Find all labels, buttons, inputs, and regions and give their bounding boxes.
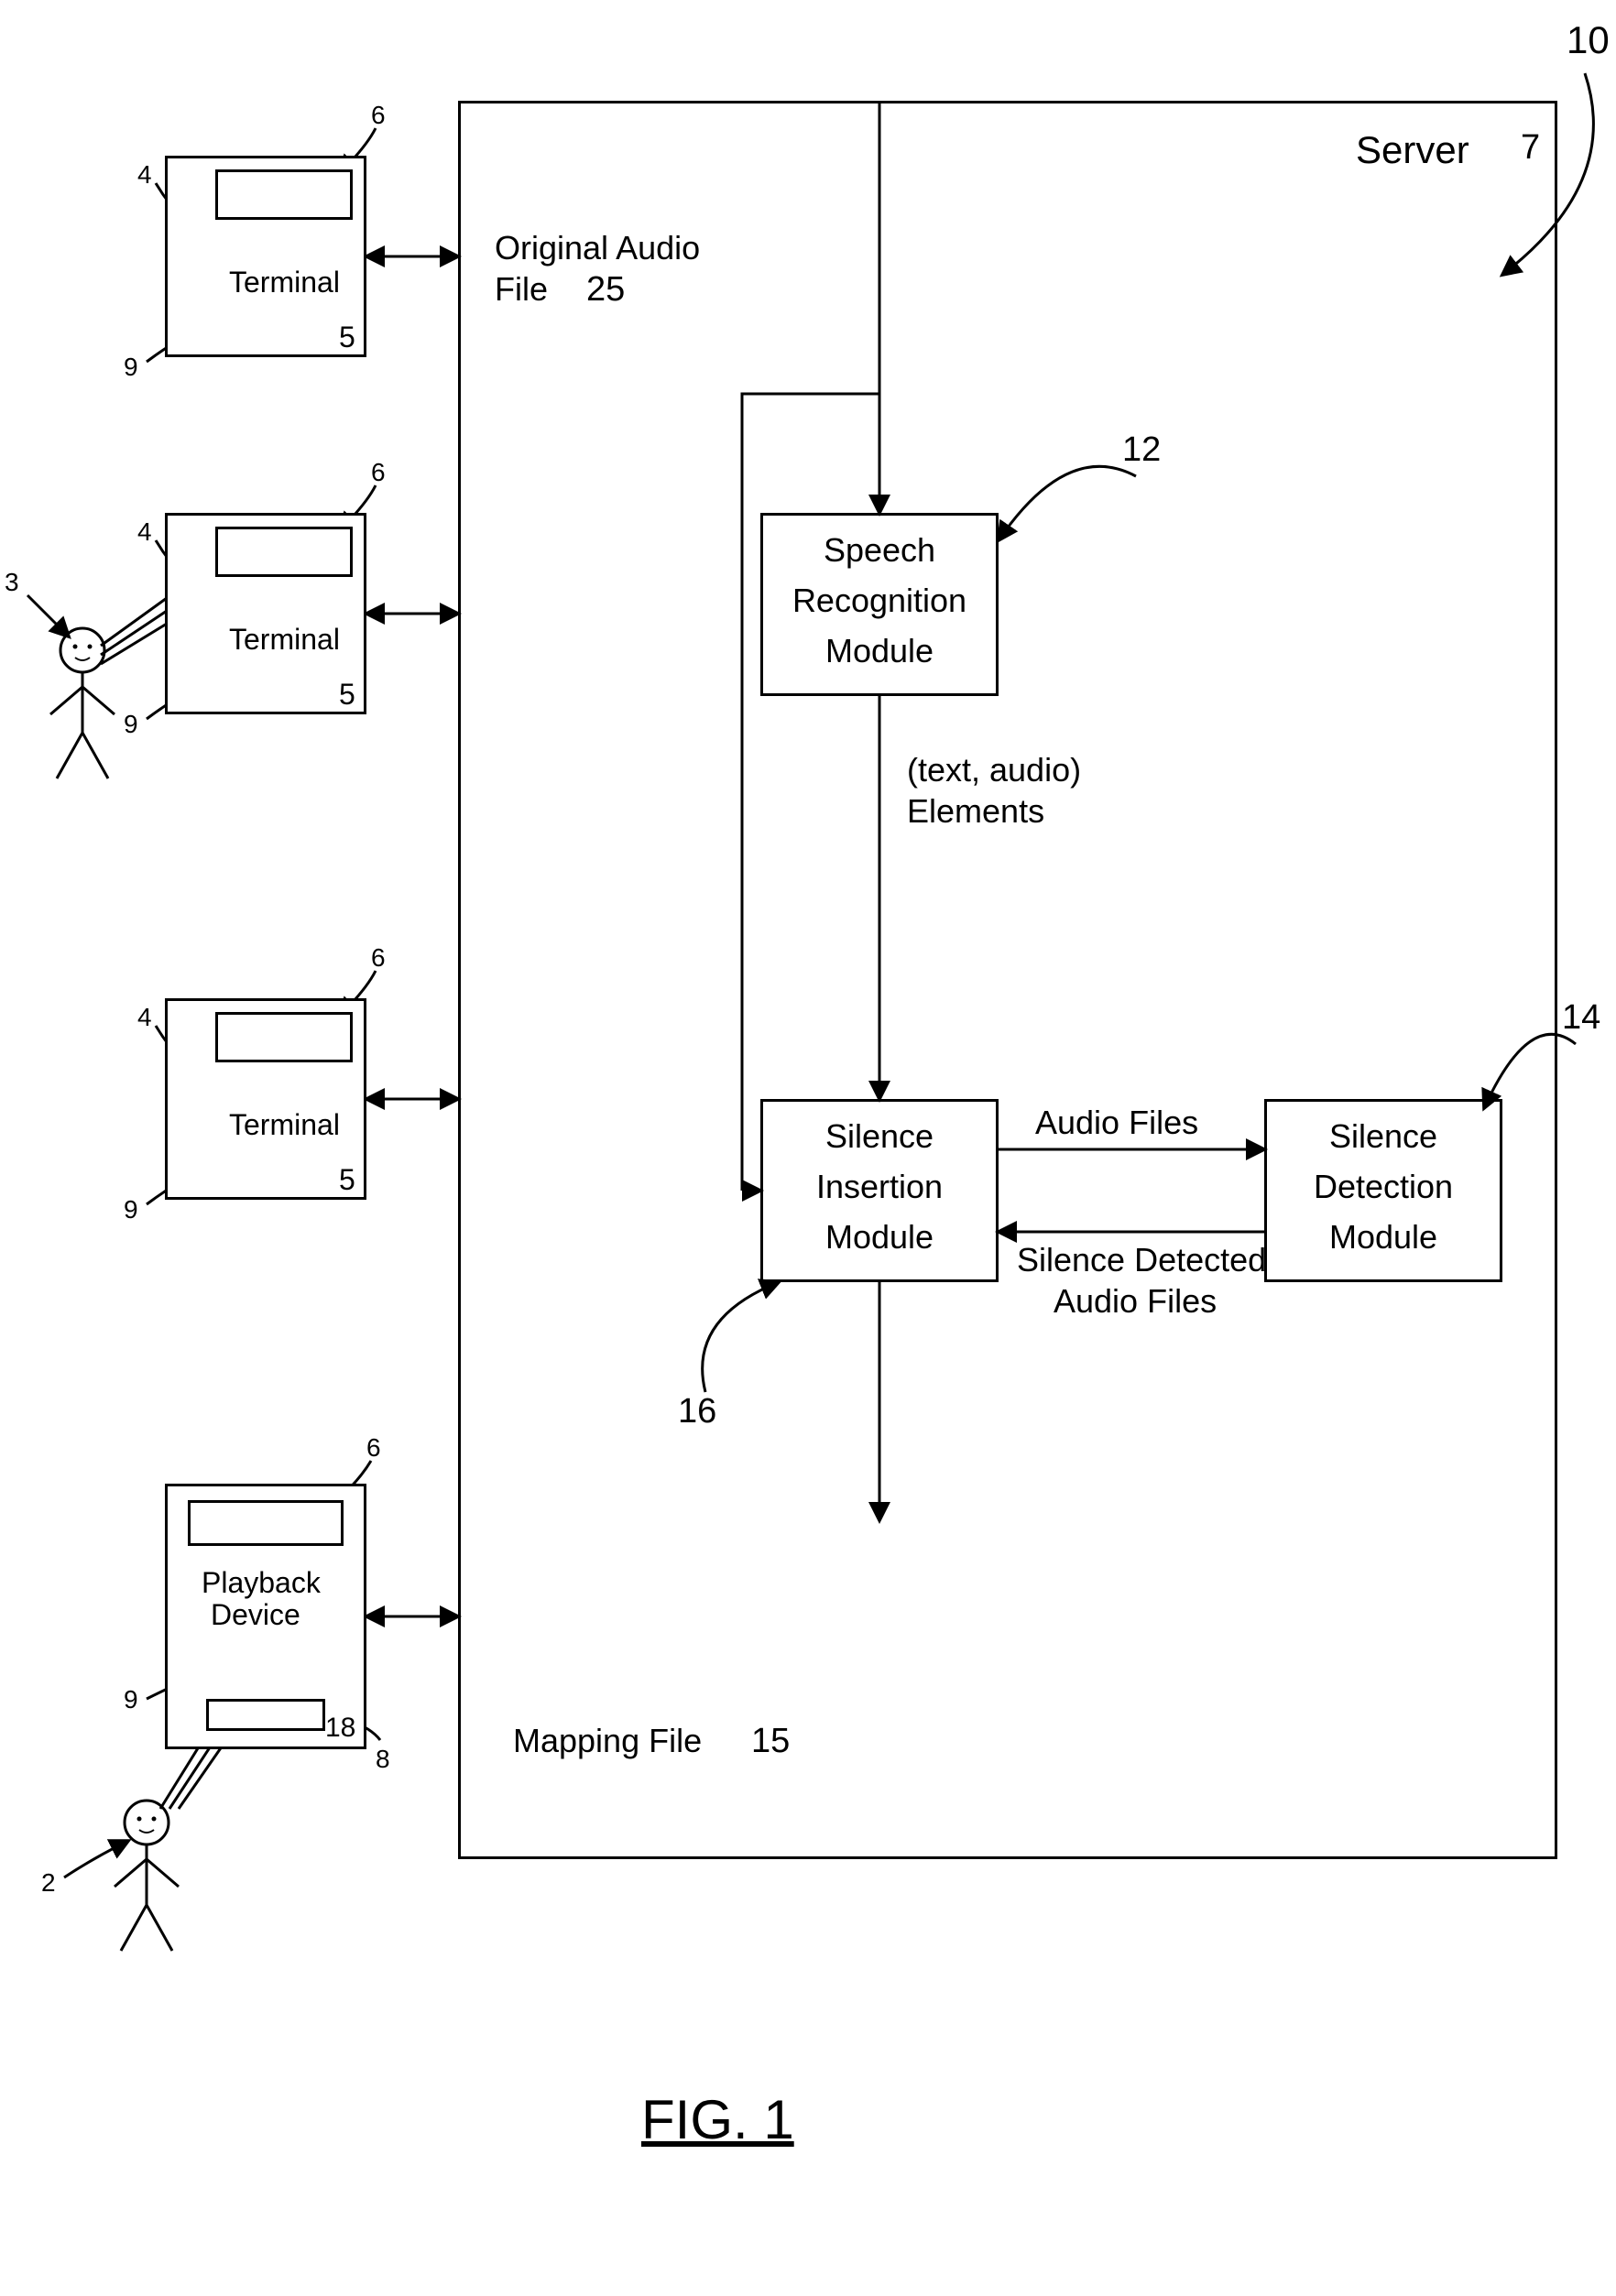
t2-ref6: 6 (371, 458, 386, 487)
mapping-file-ref: 15 (751, 1722, 790, 1761)
orig-audio-l1: Original Audio (495, 229, 700, 267)
orig-audio-ref: 25 (586, 270, 625, 310)
pb-ref8: 8 (376, 1745, 390, 1774)
terminal-screen-3 (215, 1012, 353, 1062)
playback-l2: Device (211, 1598, 300, 1632)
orig-audio-l2: File (495, 270, 548, 309)
ta-l1: (text, audio) (907, 751, 1081, 789)
terminal-label-2: Terminal (229, 623, 340, 657)
figure-label: FIG. 1 (641, 2088, 794, 2151)
user-3-figure (50, 628, 115, 778)
t1-ref4: 4 (137, 160, 152, 190)
terminal-screen-1 (215, 169, 353, 220)
terminal-ref5-2: 5 (339, 678, 355, 712)
terminal-ref5-3: 5 (339, 1163, 355, 1197)
sd-l1: Silence Detected (1017, 1241, 1266, 1279)
t2-ref4: 4 (137, 517, 152, 547)
user2-ref-leader (64, 1841, 128, 1877)
t3-ref9: 9 (124, 1195, 138, 1224)
user2-ref: 2 (41, 1868, 56, 1898)
server-title: Server (1356, 128, 1469, 172)
speech-recognition-module-l2: Recognition (760, 582, 999, 620)
t2-ref9: 9 (124, 710, 138, 739)
silence-detection-module-l3: Module (1264, 1218, 1502, 1257)
mapping-file-label: Mapping File (513, 1722, 702, 1760)
ref-16-num: 16 (678, 1392, 716, 1431)
speech-recognition-module-l3: Module (760, 632, 999, 670)
silence-insertion-module-l3: Module (760, 1218, 999, 1257)
pb-ref9: 9 (124, 1685, 138, 1714)
user3-ref: 3 (5, 568, 19, 597)
ta-l2: Elements (907, 792, 1044, 831)
t3-ref6: 6 (371, 943, 386, 973)
t1-ref6: 6 (371, 101, 386, 130)
audio-files-label: Audio Files (1035, 1104, 1198, 1142)
terminal-label-3: Terminal (229, 1108, 340, 1142)
silence-detection-module-l2: Detection (1264, 1168, 1502, 1206)
terminal-screen-2 (215, 527, 353, 577)
silence-insertion-module-l2: Insertion (760, 1168, 999, 1206)
playback-screen (188, 1500, 344, 1546)
user-2-figure (115, 1801, 179, 1951)
t1-ref9: 9 (124, 353, 138, 382)
playback-ref18: 18 (325, 1713, 355, 1744)
server-ref: 7 (1521, 128, 1540, 168)
ref-14-num: 14 (1562, 998, 1600, 1038)
system-ref-10: 10 (1567, 18, 1610, 62)
silence-detection-module-l1: Silence (1264, 1117, 1502, 1156)
playback-l1: Playback (202, 1566, 321, 1600)
server-box (458, 101, 1557, 1859)
terminal-label-1: Terminal (229, 266, 340, 299)
sd-l2: Audio Files (1054, 1282, 1217, 1321)
silence-insertion-module-l1: Silence (760, 1117, 999, 1156)
terminal-ref5-1: 5 (339, 321, 355, 354)
speech-recognition-module-l1: Speech (760, 531, 999, 570)
t3-ref4: 4 (137, 1003, 152, 1032)
user3-ref-leader (27, 595, 69, 637)
playback-slot (206, 1699, 325, 1731)
pb-ref6: 6 (366, 1433, 381, 1463)
ref-12-num: 12 (1122, 430, 1161, 470)
